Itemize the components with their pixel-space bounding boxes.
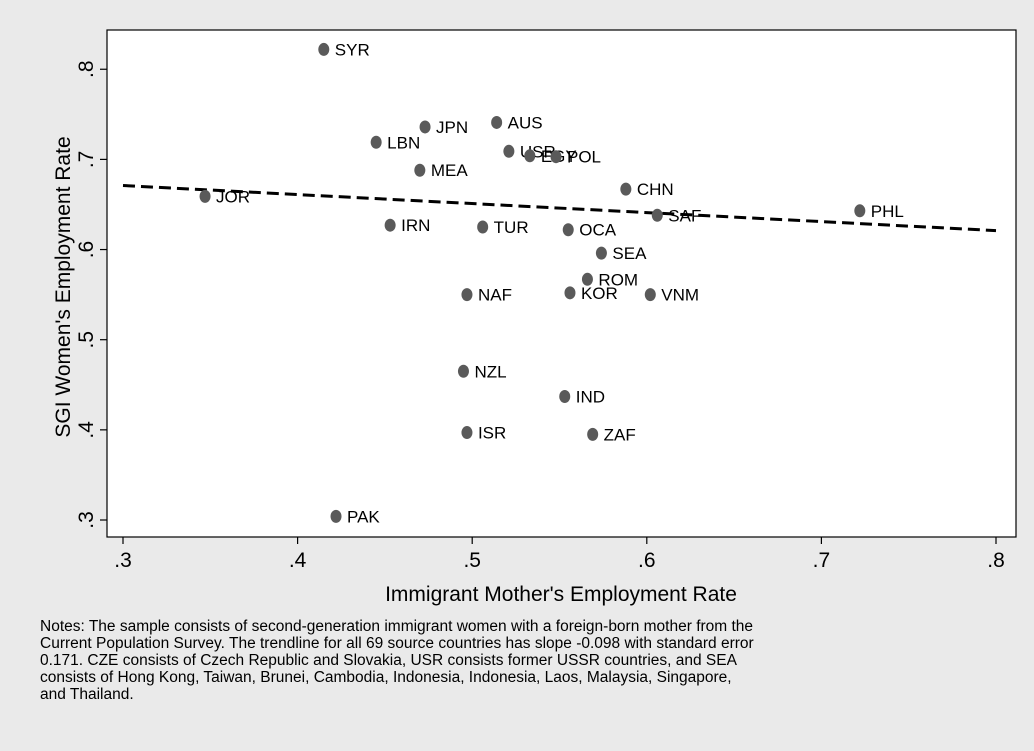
point-label-saf: SAF [668,206,701,225]
x-axis-label: Immigrant Mother's Employment Rate [385,583,737,606]
point-label-sea: SEA [612,244,647,263]
point-label-rom: ROM [598,270,638,289]
figure-notes: Notes: The sample consists of second-gen… [40,618,754,703]
x-tick-label: .5 [463,549,481,572]
point-lbn [370,135,382,149]
point-label-pol: POL [567,148,601,167]
point-label-oca: OCA [579,221,617,240]
point-nzl [457,364,469,378]
point-pol [550,150,562,164]
point-isr [461,426,473,440]
point-pak [330,509,342,523]
y-tick-label: .3 [75,511,98,529]
point-label-irn: IRN [401,216,430,235]
y-axis-label: SGI Women's Employment Rate [52,136,75,437]
point-vnm [644,288,656,302]
point-jpn [419,120,431,134]
point-syr [318,42,330,56]
point-label-jor: JOR [216,187,250,206]
axes-group: .3 .4 .5 .6 .7 .8 .3 .4 .5 .6 .7 .8 [75,60,1005,572]
point-label-ind: IND [576,387,605,406]
plot-area [106,29,1017,538]
plot-background [106,29,1017,538]
point-label-mea: MEA [431,161,469,180]
y-tick-label: .8 [75,60,98,78]
points-group: SYRAUSJPNLBNUSREGYPOLMEACHNJORPHLSAFIRNT… [199,40,904,526]
point-label-chn: CHN [637,180,674,199]
point-jor [199,189,211,203]
y-tick-label: .4 [75,421,98,439]
point-label-jpn: JPN [436,118,468,137]
point-label-isr: ISR [478,424,506,443]
x-tick-label: .6 [638,549,656,572]
trendline [122,184,997,233]
point-label-tur: TUR [494,218,529,237]
point-label-nzl: NZL [474,362,506,381]
point-irn [384,218,396,232]
y-tick-label: .6 [75,241,98,259]
point-egy [524,149,536,163]
point-ind [559,389,571,403]
point-mea [414,163,426,177]
point-oca [562,223,574,237]
point-label-phl: PHL [871,202,904,221]
point-label-kor: KOR [581,284,618,303]
x-tick-label: .7 [813,549,831,572]
x-tick-label: .8 [987,549,1005,572]
point-tur [477,220,489,234]
point-label-vnm: VNM [661,286,699,305]
point-label-naf: NAF [478,286,512,305]
point-naf [461,288,473,302]
point-aus [491,115,503,129]
scatter-chart: SYRAUSJPNLBNUSREGYPOLMEACHNJORPHLSAFIRNT… [52,29,1017,606]
y-tick-label: .7 [75,151,98,169]
point-label-zaf: ZAF [604,425,636,444]
point-label-syr: SYR [335,40,370,59]
point-sea [595,246,607,260]
x-tick-label: .3 [114,549,132,572]
point-zaf [587,427,599,441]
point-kor [564,286,576,300]
x-tick-label: .4 [289,549,307,572]
point-label-aus: AUS [508,113,543,132]
y-tick-label: .5 [75,331,98,349]
point-usr [503,144,515,158]
point-rom [581,272,593,286]
point-chn [620,182,632,196]
point-saf [651,208,663,222]
trendline-group [122,184,997,233]
point-phl [854,204,866,218]
point-label-lbn: LBN [387,133,420,152]
point-label-pak: PAK [347,507,380,526]
